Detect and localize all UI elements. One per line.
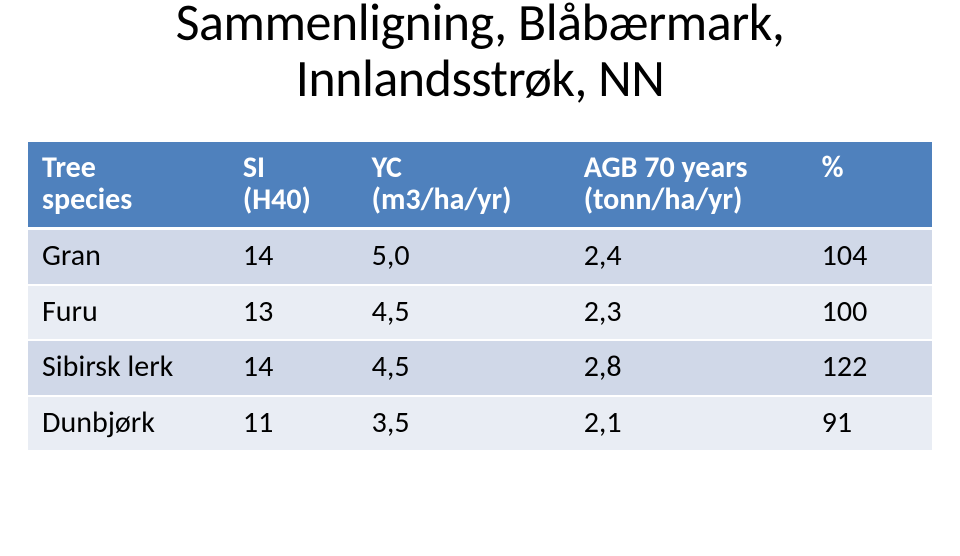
cell-yc: 4,5 [358,285,570,341]
table-body: Gran 14 5,0 2,4 104 Furu 13 4,5 2,3 100 … [28,229,932,451]
cell-yc: 3,5 [358,396,570,451]
cell-agb: 2,1 [570,396,808,451]
cell-pct: 122 [808,340,932,396]
title-line-1: Sammenligning, Blåbærmark, [28,0,932,50]
cell-pct: 104 [808,229,932,285]
cell-pct: 91 [808,396,932,451]
cell-yc: 5,0 [358,229,570,285]
col-header-label: (H40) [243,181,311,218]
cell-species: Furu [28,285,229,341]
col-header-pct: % [808,142,932,229]
cell-agb: 2,3 [570,285,808,341]
table-row: Sibirsk lerk 14 4,5 2,8 122 [28,340,932,396]
slide: Sammenligning, Blåbærmark, Innlandsstrøk… [0,0,960,550]
col-header-label: (tonn/ha/yr) [584,181,743,218]
cell-si: 14 [229,340,358,396]
cell-si: 11 [229,396,358,451]
col-header-label: (m3/ha/yr) [372,181,512,218]
table-row: Dunbjørk 11 3,5 2,1 91 [28,396,932,451]
table-header-row: Tree species SI (H40) YC (m3/ha/yr) AGB … [28,142,932,229]
cell-agb: 2,4 [570,229,808,285]
col-header-species: Tree species [28,142,229,229]
table-row: Gran 14 5,0 2,4 104 [28,229,932,285]
cell-si: 14 [229,229,358,285]
table-row: Furu 13 4,5 2,3 100 [28,285,932,341]
slide-title: Sammenligning, Blåbærmark, Innlandsstrøk… [28,0,932,106]
title-line-2: Innlandsstrøk, NN [28,50,932,106]
cell-species: Dunbjørk [28,396,229,451]
cell-species: Sibirsk lerk [28,340,229,396]
col-header-yc: YC (m3/ha/yr) [358,142,570,229]
col-header-si: SI (H40) [229,142,358,229]
col-header-label: species [42,181,132,218]
col-header-agb: AGB 70 years (tonn/ha/yr) [570,142,808,229]
cell-si: 13 [229,285,358,341]
col-header-label: % [822,149,844,186]
cell-pct: 100 [808,285,932,341]
cell-yc: 4,5 [358,340,570,396]
cell-species: Gran [28,229,229,285]
comparison-table: Tree species SI (H40) YC (m3/ha/yr) AGB … [28,142,932,450]
cell-agb: 2,8 [570,340,808,396]
